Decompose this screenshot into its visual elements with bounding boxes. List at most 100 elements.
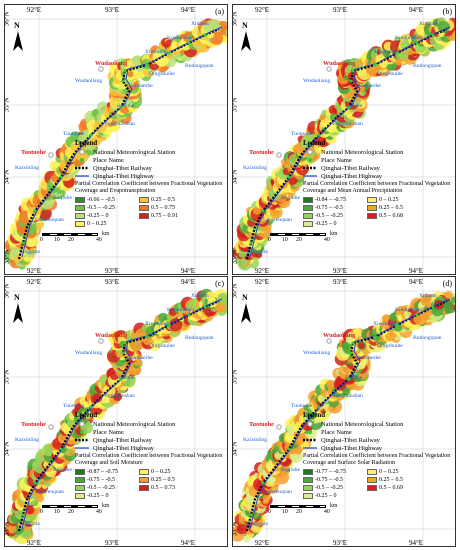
scale-label: 40 bbox=[96, 237, 102, 243]
longitude-tick-label: 94°E bbox=[181, 267, 196, 275]
class-entry: -0.75 – -0.5 bbox=[303, 477, 365, 484]
class-label: 0 – 0.25 bbox=[87, 221, 107, 228]
place-marker bbox=[21, 513, 25, 517]
legend-railway-row: Qinghai-Tibet Railway bbox=[75, 164, 225, 172]
place-marker bbox=[287, 175, 291, 179]
legend: Legend National Meteorological Station P… bbox=[75, 411, 225, 500]
panel-letter: (d) bbox=[442, 279, 452, 288]
latitude-tick-label: 35°N bbox=[4, 369, 11, 385]
place-label-laowenquan: Laowenquan bbox=[263, 217, 292, 223]
station-icon bbox=[303, 149, 317, 155]
place-label-qingshuihe: Qingshuihe bbox=[149, 71, 175, 77]
class-entry: 0.5 – 0.68 bbox=[367, 213, 429, 220]
legend-railway-label: Qinghai-Tibet Railway bbox=[93, 436, 152, 444]
scale-unit: km bbox=[102, 503, 110, 509]
legend: Legend National Meteorological Station P… bbox=[75, 139, 225, 228]
place-label-chumaerhe: Chumaerhe bbox=[355, 83, 381, 89]
coefficient-pixel bbox=[389, 312, 398, 322]
place-marker bbox=[187, 41, 191, 45]
scale-label: 10 bbox=[54, 237, 60, 243]
class-entry: 0.25 – 0.5 bbox=[367, 477, 429, 484]
scale-label: 0 bbox=[40, 509, 43, 515]
class-swatch bbox=[303, 469, 313, 476]
class-entry: 0.5 – 0.73 bbox=[139, 485, 201, 492]
meteorological-station-marker bbox=[276, 152, 282, 158]
place-marker bbox=[145, 63, 149, 67]
longitude-tick-label: 93°E bbox=[105, 539, 120, 547]
place-label-laowenquan: Laowenquan bbox=[35, 489, 64, 495]
map-canvas bbox=[233, 277, 455, 546]
legend-place-label: Place Name bbox=[93, 428, 124, 436]
class-swatch bbox=[139, 485, 149, 492]
legend-railway-label: Qinghai-Tibet Railway bbox=[321, 436, 380, 444]
coefficient-pixel bbox=[303, 133, 317, 148]
place-marker bbox=[415, 313, 419, 317]
meteorological-station-marker bbox=[48, 152, 54, 158]
coefficient-pixel bbox=[219, 29, 226, 36]
map-panel: (c) 92°E 93°E 94°E 92°E 93°E 94°E 36°N 35°N 34°N 3… bbox=[4, 276, 228, 547]
station-icon bbox=[303, 421, 317, 427]
place-marker bbox=[123, 69, 127, 73]
place-marker bbox=[349, 79, 353, 83]
class-entry: -0.75 – -0.5 bbox=[75, 477, 137, 484]
place-marker bbox=[351, 69, 355, 73]
place-label-xieshuihe: Xieshuihe bbox=[373, 321, 396, 327]
scale-unit: km bbox=[102, 231, 110, 237]
legend: Legend National Meteorological Station P… bbox=[303, 411, 453, 500]
place-label-tuotuohe-red: Tuotuohe bbox=[249, 421, 274, 428]
class-swatch bbox=[303, 197, 313, 204]
place-label-kunlunshan: Kunlunshan bbox=[395, 35, 423, 41]
place-marker bbox=[287, 447, 291, 451]
class-label: 0.25 – 0.5 bbox=[151, 477, 175, 484]
class-label: 0.25 – 0.5 bbox=[379, 205, 403, 212]
longitude-tick-label: 94°E bbox=[409, 539, 424, 547]
place-marker bbox=[167, 323, 171, 327]
place-label-wudaoliang: Wudaoliang bbox=[303, 350, 331, 356]
north-label: N bbox=[242, 21, 248, 30]
legend-highway-label: Qinghai-Tibet Highway bbox=[321, 444, 383, 452]
place-label-budongquan: Budongquan bbox=[413, 335, 442, 341]
scale-label: 0 bbox=[268, 237, 271, 243]
place-dot-icon bbox=[303, 157, 317, 163]
class-label: -0.25 – 0 bbox=[87, 493, 109, 500]
class-label: 0 – 0.25 bbox=[379, 469, 399, 476]
highway-line bbox=[21, 298, 223, 530]
coefficient-pixel bbox=[155, 53, 169, 67]
class-swatch bbox=[139, 205, 149, 212]
place-marker bbox=[395, 51, 399, 55]
class-entry: 0 – 0.25 bbox=[367, 197, 429, 204]
scale-label: 20 bbox=[68, 237, 74, 243]
latitude-tick-label: 34°N bbox=[4, 169, 11, 185]
coefficient-pixel bbox=[69, 131, 82, 143]
latitude-tick-label: 34°N bbox=[232, 441, 239, 457]
legend-railway-row: Qinghai-Tibet Railway bbox=[303, 164, 453, 172]
class-swatch bbox=[303, 205, 313, 212]
meteorological-station-marker bbox=[98, 66, 104, 72]
place-marker bbox=[349, 351, 353, 355]
longitude-tick-label-top: 94°E bbox=[181, 278, 196, 286]
place-marker bbox=[203, 33, 207, 37]
class-label: -0.87 – -0.75 bbox=[87, 469, 118, 476]
place-marker bbox=[317, 133, 321, 137]
scale-label: 20 bbox=[296, 509, 302, 515]
latitude-tick-label: 35°N bbox=[232, 369, 239, 385]
place-label-xieshuihe: Xieshuihe bbox=[145, 49, 168, 55]
coefficient-pixel bbox=[443, 300, 455, 312]
place-marker bbox=[351, 341, 355, 345]
class-label: 0.5 – 0.75 bbox=[151, 205, 175, 212]
scale-label: 20 bbox=[296, 237, 302, 243]
scale-unit: km bbox=[330, 503, 338, 509]
legend: Legend National Meteorological Station P… bbox=[303, 139, 453, 228]
place-label-kaixinling: Kaixinling bbox=[243, 165, 267, 171]
place-label-chumaerhe: Chumaerhe bbox=[355, 355, 381, 361]
class-label: -0.25 – 0 bbox=[315, 493, 337, 500]
class-label: 0.5 – 0.69 bbox=[379, 485, 403, 492]
class-label: 0.75 – 0.91 bbox=[151, 213, 178, 220]
place-marker bbox=[89, 405, 93, 409]
longitude-tick-label: 92°E bbox=[255, 539, 270, 547]
panel-letter: (b) bbox=[442, 7, 452, 16]
place-label-kaixinling: Kaixinling bbox=[15, 437, 39, 443]
class-swatch bbox=[139, 213, 149, 220]
class-entry: -0.84 – -0.75 bbox=[303, 197, 365, 204]
class-entry: -0.5 – -0.25 bbox=[75, 205, 137, 212]
